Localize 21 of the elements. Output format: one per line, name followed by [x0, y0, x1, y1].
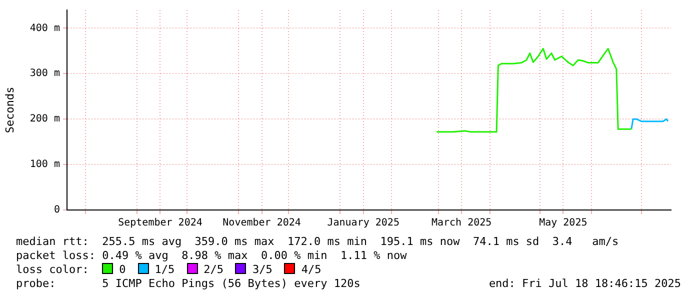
y-tick-label: 400 m [30, 22, 60, 34]
x-tick-label: November 2024 [222, 218, 301, 229]
x-tick-label: January 2025 [327, 218, 400, 229]
legend-label: 2/5 [204, 263, 224, 276]
text: end: Fri Jul 18 18:46:15 2025 [488, 277, 681, 290]
y-tick-label: 300 m [30, 68, 60, 80]
legend-label: 0 [119, 263, 126, 276]
legend-title: loss color: [16, 263, 90, 276]
y-tick-label: 0 [54, 204, 60, 216]
y-axis-title: Seconds [3, 86, 16, 134]
text: median rtt: 255.5 ms avg 359.0 ms max 172.0 ms min 195.1 ms now 74.1 ms sd 3.4 am/s [16, 235, 619, 248]
y-tick-label: 100 m [30, 159, 60, 170]
text: probe: 5 ICMP Echo Pings (56 Bytes) every 120s [16, 277, 360, 290]
legend-label: 3/5 [252, 263, 272, 276]
x-tick-label: May 2025 [539, 218, 588, 229]
legend-label: 4/5 [301, 263, 322, 276]
x-tick-label: March 2025 [431, 218, 492, 229]
text: packet loss: 0.49 % avg 8.98 % max 0.00 % min 1.11 % now [16, 249, 407, 262]
y-tick-label: 200 m [30, 114, 60, 125]
legend-label: 1/5 [154, 263, 175, 276]
x-tick-label: September 2024 [118, 218, 202, 229]
